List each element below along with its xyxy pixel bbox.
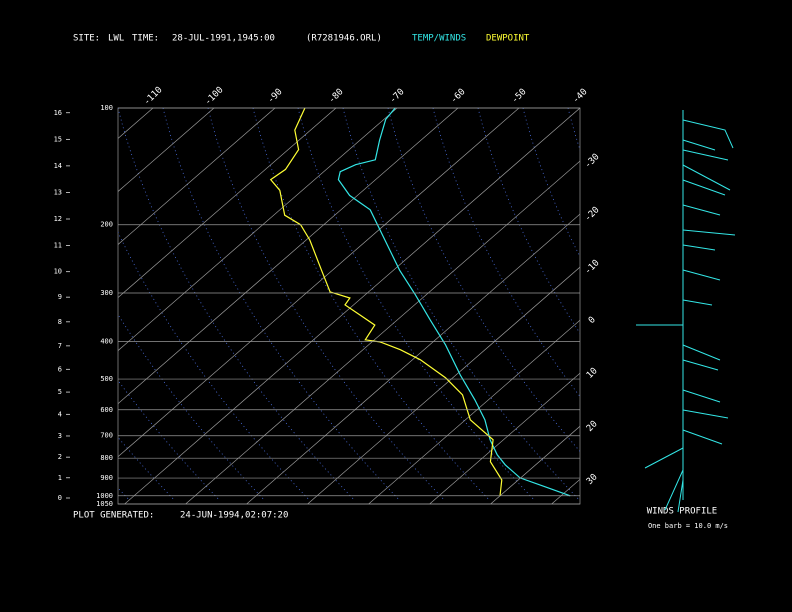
- temperature-label: 0: [587, 315, 598, 326]
- height-label: 9: [58, 293, 62, 301]
- temperature-label: -70: [388, 87, 407, 106]
- isotherm: [118, 108, 398, 352]
- isotherm: [368, 319, 580, 504]
- height-label: 5: [58, 388, 62, 396]
- isotherm: [429, 372, 580, 504]
- temperature-label: -60: [449, 87, 468, 106]
- temperature-label: 30: [585, 472, 600, 487]
- dry-adiabat: [432, 108, 580, 398]
- dry-adiabat: [342, 108, 580, 501]
- dry-adiabat: [567, 108, 580, 152]
- temperature-label: -20: [583, 205, 602, 224]
- dry-adiabats: [0, 108, 792, 501]
- temperature-label: -30: [583, 152, 602, 171]
- dry-adiabat: [118, 487, 130, 501]
- temperature-label: -10: [583, 258, 602, 277]
- isotherm: [118, 108, 215, 192]
- height-label: 4: [58, 410, 62, 418]
- height-label: 14: [54, 162, 62, 170]
- dry-adiabat: [0, 108, 84, 500]
- height-label: 2: [58, 453, 62, 461]
- dry-adiabat: [613, 108, 792, 500]
- generated-label: PLOT GENERATED:: [73, 511, 154, 521]
- isotherm: [118, 108, 154, 139]
- wind-note: One barb = 10.0 m/s: [648, 522, 728, 530]
- temperature-label: -90: [266, 87, 285, 106]
- legend-dewpoint: DEWPOINT: [486, 34, 530, 44]
- dry-adiabat: [703, 108, 792, 500]
- height-label: 1: [58, 474, 62, 482]
- site: LWL: [108, 34, 124, 44]
- pressure-label: 100: [100, 104, 113, 112]
- profile-line: [269, 108, 503, 496]
- temperature-label: -50: [510, 87, 529, 106]
- height-label: 10: [54, 268, 62, 276]
- temperature-label: -40: [571, 87, 590, 106]
- dry-adiabat: [118, 108, 355, 501]
- dry-adiabat: [118, 436, 175, 501]
- file: (R7281946.ORL): [306, 34, 382, 44]
- temperature-label: 20: [585, 419, 600, 434]
- height-label: 16: [54, 109, 62, 117]
- isotherm: [490, 425, 580, 504]
- legend-temp: TEMP/WINDS: [412, 34, 466, 44]
- pressure-label: 700: [100, 432, 113, 440]
- temperature-label: 10: [585, 366, 600, 381]
- time-label: TIME:: [132, 34, 159, 44]
- isotherm: [124, 108, 580, 504]
- temperature-label: -80: [327, 87, 346, 106]
- dry-adiabat: [522, 108, 580, 258]
- height-label: 7: [58, 342, 62, 350]
- wind-barbs: [636, 110, 736, 513]
- isotherm: [118, 108, 459, 405]
- height-label: 0: [58, 494, 62, 502]
- pressure-label: 300: [100, 289, 113, 297]
- wind-title: WINDS PROFILE: [647, 507, 717, 517]
- isotherm: [118, 108, 276, 245]
- site-label: SITE:: [73, 34, 100, 44]
- isotherm: [118, 108, 520, 458]
- temperature-label: -110: [142, 85, 164, 107]
- height-label: 8: [58, 318, 62, 326]
- pressure-label: 900: [100, 474, 113, 482]
- pressure-label: 1000: [96, 492, 113, 500]
- height-label: 15: [54, 135, 62, 143]
- dry-adiabat: [118, 231, 310, 501]
- dry-adiabat: [207, 108, 445, 501]
- isotherm: [307, 266, 580, 504]
- isotherm: [118, 108, 337, 299]
- dry-adiabat: [252, 108, 490, 501]
- pressure-label: 500: [100, 375, 113, 383]
- pressure-label: 600: [100, 406, 113, 414]
- plot-area: [118, 108, 580, 504]
- pressure-label: 200: [100, 221, 113, 229]
- isotherm: [246, 213, 580, 504]
- height-label: 12: [54, 215, 62, 223]
- pressure-label: 400: [100, 337, 113, 345]
- dry-adiabat: [477, 108, 580, 334]
- dry-adiabat: [162, 108, 400, 501]
- dry-adiabat: [658, 108, 792, 500]
- profile-line: [337, 108, 571, 497]
- height-label: 11: [54, 242, 62, 250]
- height-label: 6: [58, 365, 62, 373]
- height-label: 3: [58, 432, 62, 440]
- dry-adiabat: [297, 108, 535, 501]
- pressure-label: 1050: [96, 500, 113, 508]
- pressure-label: 800: [100, 454, 113, 462]
- dry-adiabat: [387, 108, 580, 453]
- time: 28-JUL-1991,1945:00: [172, 34, 275, 44]
- generated: 24-JUN-1994,02:07:20: [180, 511, 288, 521]
- temperature-label: -100: [203, 85, 225, 107]
- isotherm: [185, 160, 580, 504]
- dry-adiabat: [118, 379, 220, 501]
- height-label: 13: [54, 188, 62, 196]
